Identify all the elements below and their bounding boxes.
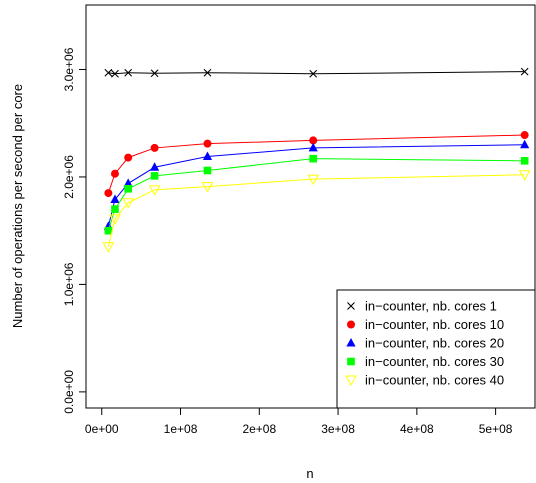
data-point [203,68,212,77]
data-point [203,166,212,175]
legend-marker [347,357,355,366]
legend-label: in−counter, nb. cores 10 [365,317,504,332]
series-line [108,71,525,75]
data-point [102,242,115,253]
x-tick-label: 0e+00 [85,422,119,436]
x-axis: 0e+00 1e+08 2e+08 3e+08 4e+08 5e+08 [85,407,513,436]
cross-stroke [309,69,318,78]
data-point [203,139,212,148]
data-point [309,69,318,78]
cross-stroke [150,69,159,78]
y-tick-label: 3.0e+06 [62,47,76,91]
x-tick-label: 3e+08 [321,422,355,436]
data-point [148,185,161,196]
data-point [110,194,120,204]
data-point [520,67,529,76]
data-point [309,154,318,163]
series [104,67,529,78]
data-point [150,172,159,180]
legend-label: in−counter, nb. cores 1 [365,299,497,314]
legend-marker [347,302,355,310]
data-point [150,143,159,152]
legend-marker [346,338,356,347]
series-line [107,158,525,231]
x-tick-label: 4e+08 [400,422,434,436]
data-point [123,178,133,187]
series [102,170,531,253]
cross-stroke [104,68,113,77]
cross-stroke [520,67,529,76]
x-tick-label: 1e+08 [164,422,198,436]
data-point [111,205,119,213]
y-axis-label: Number of operations per second per core [10,84,25,328]
y-tick-label: 1.0e+06 [62,262,76,306]
data-point [307,174,320,186]
series-line [107,174,525,247]
cross-stroke [347,302,355,310]
data-point [124,184,132,193]
y-tick-label: 2.0e+06 [62,155,76,199]
legend-label: in−counter, nb. cores 40 [365,373,504,388]
y-axis: 0.0e+00 1.0e+06 2.0e+06 3.0e+06 [62,47,87,414]
data-point [104,226,113,235]
data-point [111,69,119,78]
x-axis-label: n [306,466,313,481]
data-point [122,198,135,209]
data-point [520,139,530,149]
series [103,139,530,230]
data-point [520,131,529,140]
data-point [124,153,133,162]
data-point [202,151,213,161]
x-tick-label: 2e+08 [242,422,276,436]
legend-marker [345,375,357,387]
data-point [104,68,113,77]
series [104,154,529,235]
legend-label: in−counter, nb. cores 20 [365,336,504,351]
x-tick-label: 5e+08 [479,422,513,436]
data-point [201,182,214,193]
legend: in−counter, nb. cores 1 in−counter, nb. c… [336,289,536,409]
data-point [150,162,160,171]
legend-label: in−counter, nb. cores 30 [365,354,504,369]
legend-marker [347,320,355,329]
data-point [104,189,113,198]
data-point [309,136,318,145]
data-point [520,157,529,165]
cross-stroke [124,68,133,77]
data-point [308,142,318,152]
cross-stroke [111,69,119,78]
data-point [150,69,159,78]
data-point [110,169,119,178]
data-point [124,68,133,77]
series-group [102,67,531,253]
data-point [109,214,121,225]
y-tick-label: 0.0e+00 [62,370,76,414]
cross-stroke [203,68,212,77]
data-point [518,170,531,181]
series [104,131,529,198]
legend-box [336,289,536,409]
